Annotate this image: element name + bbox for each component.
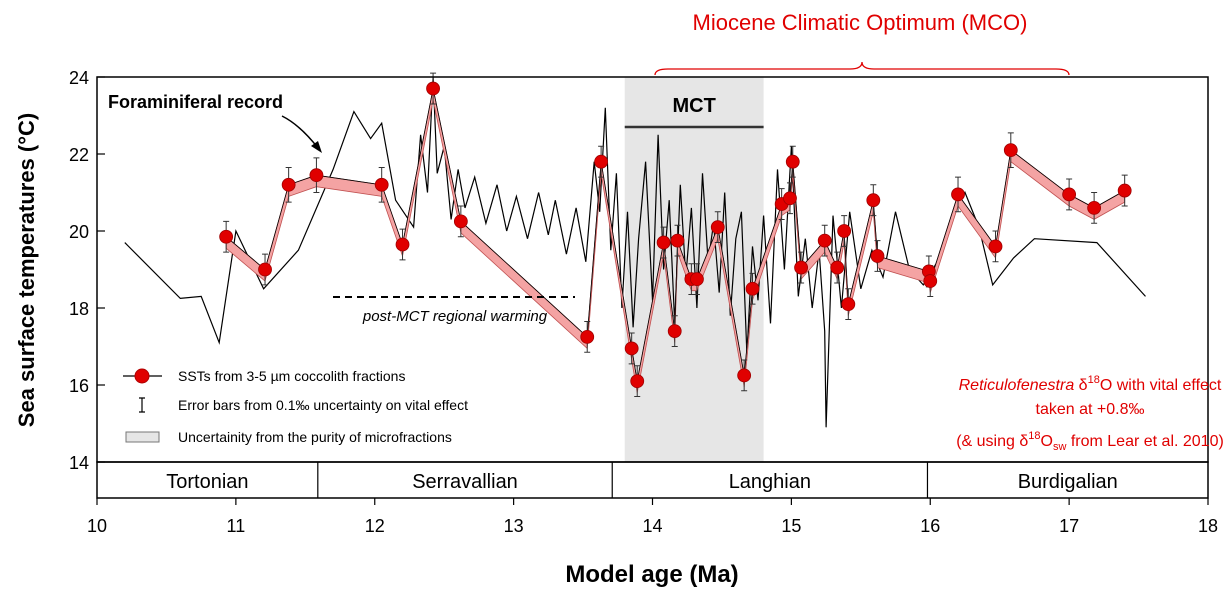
foram-label: Foraminiferal record (108, 92, 283, 112)
sst-point (785, 154, 800, 169)
note-text: (& using δ (956, 433, 1028, 450)
sst-point (374, 177, 389, 192)
note-line: taken at +0.8‰ (1036, 401, 1145, 418)
sst-point (923, 274, 938, 288)
sst-point (837, 224, 852, 238)
mco-label: Miocene Climatic Optimum (MCO) (693, 10, 1028, 35)
sst-point (1003, 143, 1018, 158)
mct-label: MCT (672, 95, 715, 117)
sst-point (670, 233, 685, 248)
sst-point (426, 81, 440, 96)
legend-band (125, 431, 160, 443)
note-line: Reticulofenestra δ18O with vital effect (959, 374, 1222, 394)
sst-point (594, 154, 609, 169)
y-tick-label: 24 (69, 68, 89, 88)
y-tick-label: 22 (69, 145, 89, 165)
stage-label: Serravallian (412, 471, 518, 493)
x-tick-label: 16 (920, 516, 940, 536)
legend-label: Uncertainity from the purity of microfra… (178, 429, 452, 445)
sst-point (624, 341, 639, 356)
note-text: O (1040, 433, 1052, 450)
sst-point (1087, 200, 1102, 215)
legend: SSTs from 3-5 µm coccolith fractions Err… (123, 368, 468, 445)
sst-point (630, 374, 645, 389)
note-sup: 18 (1088, 374, 1100, 386)
sst-point (745, 281, 760, 296)
sst-point (817, 233, 832, 248)
sst-point (870, 249, 885, 263)
x-tick-label: 15 (781, 516, 801, 536)
x-tick-label: 17 (1059, 516, 1079, 536)
note-text: O with vital effect (1100, 377, 1222, 394)
x-tick-label: 18 (1198, 516, 1218, 536)
sst-point (794, 260, 808, 275)
sst-point (988, 239, 1003, 254)
y-tick-label: 20 (69, 222, 89, 242)
sst-point (1117, 183, 1132, 198)
x-tick-label: 10 (87, 516, 107, 536)
note-line: (& using δ18Osw from Lear et al. 2010) (956, 430, 1224, 453)
legend-label: SSTs from 3-5 µm coccolith fractions (178, 368, 405, 384)
sst-point (219, 229, 234, 244)
legend-marker (134, 368, 150, 384)
legend-label: Error bars from 0.1‰ uncertainty on vita… (178, 397, 468, 413)
warming-label: post-MCT regional warming (362, 308, 548, 325)
note: Reticulofenestra δ18O with vital effect … (956, 374, 1224, 453)
sst-point (281, 177, 296, 192)
y-axis-title: Sea surface temperatures (°C) (14, 113, 39, 427)
note-text: from Lear et al. 2010) (1066, 433, 1223, 450)
x-axis-title: Model age (Ma) (565, 561, 738, 588)
sst-point (395, 237, 410, 252)
stage-label: Langhian (729, 471, 811, 493)
sst-point (309, 168, 324, 183)
sst-point (783, 191, 797, 206)
sst-point (580, 329, 595, 344)
sst-point (841, 297, 856, 312)
stage-label: Tortonian (166, 471, 248, 493)
note-sup: 18 (1028, 430, 1040, 442)
sst-point (656, 235, 671, 250)
x-tick-label: 13 (504, 516, 524, 536)
y-tick-label: 18 (69, 299, 89, 319)
note-sub: sw (1053, 441, 1067, 453)
sst-point (866, 193, 881, 208)
x-tick-label: 11 (227, 516, 246, 536)
mco-brace (654, 61, 1070, 76)
sst-point (453, 214, 468, 229)
mct-shade (624, 77, 764, 462)
legend-errorbar (139, 397, 145, 413)
y-tick-label: 14 (69, 453, 89, 473)
x-tick-label: 14 (642, 516, 662, 536)
sst-point (1062, 187, 1077, 202)
foram-arrow (281, 115, 319, 149)
sst-point (258, 262, 272, 277)
sst-point (951, 187, 965, 202)
foram-arrowhead (311, 141, 322, 153)
y-tick-label: 16 (69, 376, 89, 396)
sst-point (690, 272, 704, 287)
sst-point (830, 260, 845, 275)
stage-label: Burdigalian (1018, 471, 1118, 493)
x-tick-label: 12 (365, 516, 385, 536)
sst-point (710, 220, 725, 235)
note-text: δ (1074, 377, 1087, 394)
note-text: Reticulofenestra (959, 377, 1075, 394)
sst-point (737, 368, 752, 383)
sst-point (667, 324, 682, 339)
